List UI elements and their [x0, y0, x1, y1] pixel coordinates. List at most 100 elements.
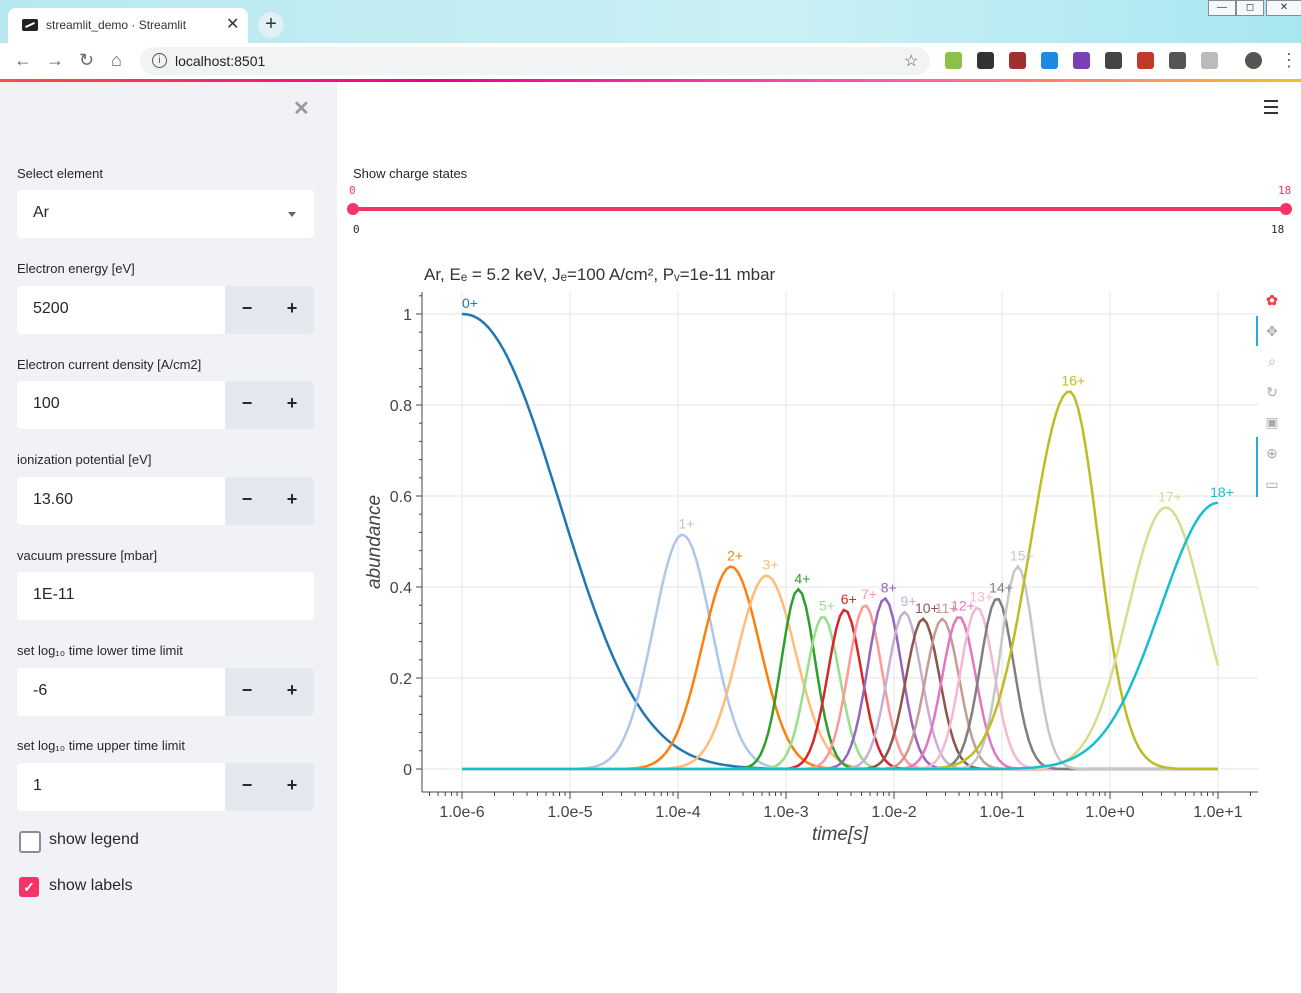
crosshair-tool-icon[interactable]: ⊕ — [1266, 445, 1278, 461]
new-tab-button[interactable]: + — [258, 12, 284, 38]
tlow-increment-button[interactable]: + — [286, 680, 298, 700]
thigh-input[interactable]: 1 − + — [17, 763, 314, 811]
sidebar-close-icon[interactable]: ✕ — [293, 98, 310, 120]
slider-min-label: 0 — [353, 223, 360, 236]
tlow-input[interactable]: -6 − + — [17, 668, 314, 716]
vacuum-label: vacuum pressure [mbar] — [17, 548, 158, 563]
abundance-chart[interactable]: 0 0.2 0.4 0.6 0.8 1 1.0e-6 1.0e-5 1.0e-4 1.0e-3 1.… — [340, 285, 1265, 855]
series-label-16+: 16+ — [1061, 372, 1085, 388]
hover-tool-icon[interactable]: ▭ — [1265, 476, 1279, 492]
extension-counter-icon[interactable] — [1009, 52, 1026, 69]
maximize-icon[interactable]: ◻ — [1236, 0, 1264, 16]
vacuum-value[interactable]: 1E-11 — [33, 586, 75, 603]
extension-capture-icon[interactable] — [1169, 52, 1186, 69]
bookmark-star-icon[interactable]: ☆ — [904, 53, 919, 70]
electron-energy-input[interactable]: 5200 − + — [17, 286, 314, 334]
address-bar[interactable] — [140, 47, 930, 75]
tlow-value[interactable]: -6 — [33, 682, 48, 699]
back-icon[interactable]: ← — [14, 50, 32, 70]
bokeh-logo-icon[interactable]: ✿ — [1266, 292, 1278, 308]
electron-energy-decrement-button[interactable]: − — [241, 298, 253, 318]
tab-close-icon[interactable]: ✕ — [226, 16, 240, 33]
ionization-decrement-button[interactable]: − — [241, 489, 253, 509]
slider-high-handle[interactable] — [1280, 203, 1292, 215]
ionization-value[interactable]: 13.60 — [33, 491, 74, 508]
series-label-15+: 15+ — [1010, 548, 1034, 564]
thigh-stepper: − + — [225, 763, 314, 811]
extension-mask-icon[interactable] — [977, 52, 994, 69]
thigh-increment-button[interactable]: + — [286, 775, 298, 795]
series-label-0+: 0+ — [462, 295, 478, 311]
vacuum-input[interactable]: 1E-11 — [17, 572, 314, 620]
url-text[interactable]: localhost:8501 — [175, 53, 266, 69]
streamlit-accent-line — [0, 79, 1301, 82]
forward-icon[interactable]: → — [46, 50, 64, 70]
slider-low-value: 0 — [349, 184, 356, 197]
minimize-icon[interactable]: — — [1208, 0, 1236, 16]
ionization-increment-button[interactable]: + — [286, 489, 298, 509]
current-density-value[interactable]: 100 — [33, 395, 60, 412]
show-legend-label[interactable]: show legend — [49, 831, 139, 848]
current-density-label: Electron current density [A/cm2] — [17, 357, 202, 372]
extension-onenote-icon[interactable] — [1073, 52, 1090, 69]
home-icon[interactable]: ⌂ — [111, 50, 122, 70]
series-label-13+: 13+ — [969, 588, 993, 604]
chart-series-labels: 0+ 1+ 2+ 3+ 4+ 5+ 6+ 7+ 8+9+10+11+12+13+14+ 15+ 16… — [462, 295, 1234, 616]
x-tick-label: 1.0e-1 — [979, 804, 1024, 821]
series-label-10+: 10+ — [915, 600, 939, 616]
electron-energy-increment-button[interactable]: + — [286, 298, 298, 318]
window-close-icon[interactable]: ✕ — [1266, 0, 1301, 16]
ionization-input[interactable]: 13.60 − + — [17, 477, 314, 525]
pan-tool-icon[interactable]: ✥ — [1266, 323, 1278, 339]
slider-high-value: 18 — [1278, 184, 1292, 197]
series-label-4+: 4+ — [794, 570, 810, 586]
slider-low-handle[interactable] — [347, 203, 359, 215]
chart-curves — [461, 312, 1220, 771]
current-density-decrement-button[interactable]: − — [241, 393, 253, 413]
element-select[interactable]: Ar — [17, 190, 314, 238]
save-tool-icon[interactable]: ▣ — [1265, 414, 1279, 430]
profile-avatar-icon[interactable] — [1245, 52, 1262, 69]
app-menu-icon[interactable] — [1264, 100, 1278, 118]
series-label-3+: 3+ — [763, 557, 779, 573]
thigh-decrement-button[interactable]: − — [241, 775, 253, 795]
streamlit-logo-icon — [22, 19, 38, 31]
thigh-value[interactable]: 1 — [33, 777, 42, 794]
select-element-label: Select element — [17, 166, 103, 181]
series-line-6+ — [462, 608, 1218, 771]
element-select-value: Ar — [33, 204, 49, 221]
site-info-icon[interactable]: i — [152, 53, 167, 68]
current-density-increment-button[interactable]: + — [286, 393, 298, 413]
active-tool-indicator — [1256, 316, 1258, 346]
reload-icon[interactable]: ↻ — [79, 50, 95, 70]
series-line-7+ — [462, 604, 1218, 771]
x-tick-label: 1.0e-3 — [763, 804, 808, 821]
y-tick-label: 0 — [403, 762, 412, 779]
x-tick-label: 1.0e-5 — [547, 804, 592, 821]
show-labels-checkbox[interactable]: ✓ — [19, 877, 39, 897]
reset-tool-icon[interactable]: ↻ — [1266, 384, 1278, 400]
charge-states-slider-track[interactable] — [353, 207, 1286, 211]
show-legend-checkbox[interactable] — [19, 831, 41, 853]
tlow-decrement-button[interactable]: − — [241, 680, 253, 700]
extension-window-icon[interactable] — [1041, 52, 1058, 69]
ionization-stepper: − + — [225, 477, 314, 525]
show-labels-label[interactable]: show labels — [49, 877, 133, 894]
extension-leaf-icon[interactable] — [945, 52, 962, 69]
browser-menu-icon[interactable]: ⋮ — [1280, 50, 1298, 70]
series-label-8+: 8+ — [881, 579, 897, 595]
extension-reader-icon[interactable] — [1201, 52, 1218, 69]
electron-energy-label: Electron energy [eV] — [17, 261, 135, 276]
extension-dots-icon[interactable] — [1105, 52, 1122, 69]
current-density-input[interactable]: 100 − + — [17, 381, 314, 429]
extension-pdf-icon[interactable] — [1137, 52, 1154, 69]
x-tick-label: 1.0e-4 — [655, 804, 700, 821]
browser-tab[interactable]: streamlit_demo · Streamlit ✕ — [8, 8, 248, 43]
box-zoom-tool-icon[interactable]: ⌕ — [1268, 353, 1276, 369]
charge-states-slider-label: Show charge states — [353, 166, 468, 181]
y-tick-label: 0.8 — [390, 398, 412, 415]
current-density-stepper: − + — [225, 381, 314, 429]
electron-energy-value[interactable]: 5200 — [33, 300, 69, 317]
series-label-11+: 11+ — [935, 600, 958, 616]
series-label-18+: 18+ — [1210, 484, 1234, 500]
